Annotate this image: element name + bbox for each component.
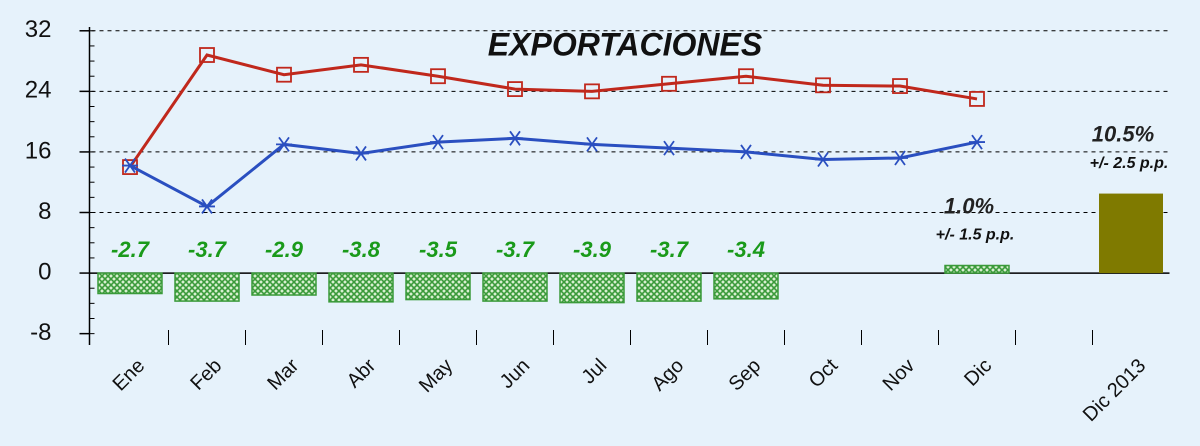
bar	[97, 272, 163, 295]
y-tick-label: 32	[25, 16, 52, 43]
bar	[405, 272, 471, 301]
bar-value-label: 1.0%	[944, 193, 994, 218]
line	[128, 53, 978, 168]
bar	[482, 272, 548, 302]
bar-value-label: -3.7	[496, 237, 536, 262]
marker	[430, 134, 446, 150]
marker	[430, 68, 446, 85]
chart-title: EXPORTACIONES	[488, 26, 763, 62]
marker	[969, 134, 985, 150]
bar-value-label: -3.4	[727, 237, 765, 262]
y-tick-label: -8	[30, 319, 51, 346]
marker	[661, 140, 677, 156]
bar-value-label: -3.5	[419, 237, 458, 262]
marker	[199, 198, 215, 214]
bar-value-label: -2.9	[265, 237, 304, 262]
bar-value-label: -3.8	[342, 237, 381, 262]
y-tick-label: 8	[38, 198, 51, 225]
marker	[584, 83, 600, 100]
marker	[353, 56, 369, 73]
marker	[815, 151, 831, 168]
marker	[892, 78, 908, 94]
marker	[507, 130, 523, 146]
bar	[713, 272, 779, 300]
marker	[353, 145, 369, 161]
y-tick-label: 16	[25, 137, 52, 164]
y-tick-label: 0	[38, 258, 51, 285]
marker	[122, 158, 138, 174]
marker	[507, 81, 523, 97]
bar	[1099, 193, 1163, 274]
bar-value-label: 10.5%	[1092, 121, 1154, 146]
bar	[944, 264, 1010, 274]
bar	[251, 272, 317, 296]
marker	[738, 68, 754, 85]
marker	[661, 75, 677, 92]
marker	[584, 136, 600, 152]
bar-value-label: -3.9	[573, 237, 612, 262]
marker	[122, 159, 138, 175]
marker	[738, 144, 754, 160]
margin-label: +/- 1.5 p.p.	[936, 227, 1015, 244]
bar	[328, 272, 394, 303]
marker	[276, 136, 292, 152]
bar-value-label: -3.7	[650, 237, 690, 262]
margin-label: +/- 2.5 p.p.	[1090, 155, 1169, 172]
bar	[559, 272, 625, 304]
line	[129, 136, 978, 209]
bar	[174, 272, 240, 302]
bar-value-label: -2.7	[111, 237, 151, 262]
marker	[969, 91, 985, 107]
marker	[815, 77, 831, 94]
bar	[636, 272, 702, 302]
y-tick-label: 24	[25, 77, 52, 104]
marker	[892, 150, 908, 166]
bar-value-label: -3.7	[188, 237, 228, 262]
marker	[276, 66, 292, 83]
marker	[199, 47, 215, 63]
